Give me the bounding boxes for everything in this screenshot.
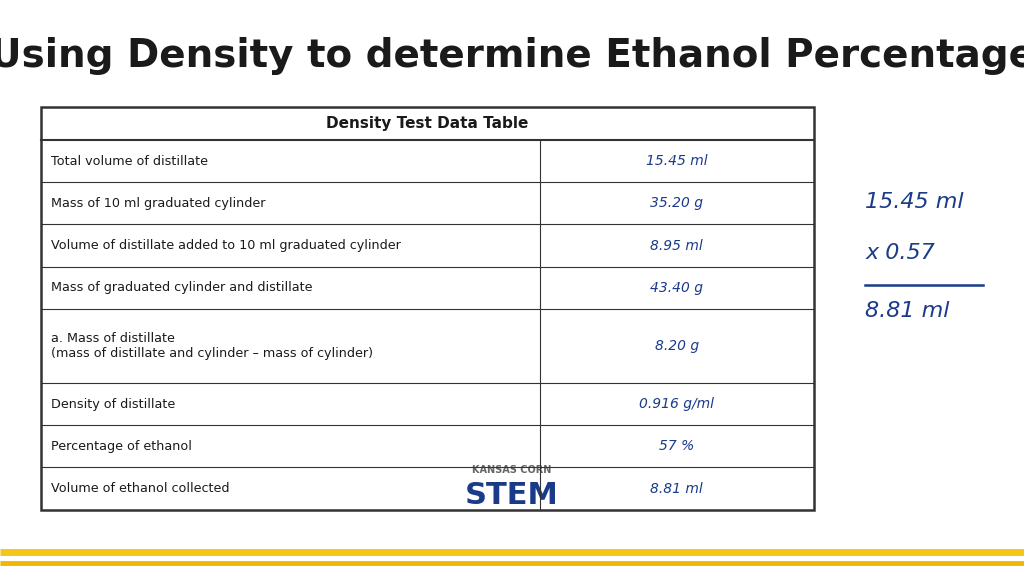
Text: Mass of graduated cylinder and distillate: Mass of graduated cylinder and distillat… xyxy=(51,282,312,294)
Text: 35.20 g: 35.20 g xyxy=(650,196,703,210)
Text: 57 %: 57 % xyxy=(659,439,694,453)
Text: a. Mass of distillate
(mass of distillate and cylinder – mass of cylinder): a. Mass of distillate (mass of distillat… xyxy=(51,332,373,360)
Text: 43.40 g: 43.40 g xyxy=(650,281,703,295)
Text: Volume of distillate added to 10 ml graduated cylinder: Volume of distillate added to 10 ml grad… xyxy=(51,239,401,252)
Text: Density of distillate: Density of distillate xyxy=(51,397,175,411)
Text: Density Test Data Table: Density Test Data Table xyxy=(327,116,528,131)
Text: 8.95 ml: 8.95 ml xyxy=(650,238,703,253)
Text: Percentage of ethanol: Percentage of ethanol xyxy=(51,440,193,453)
Text: Total volume of distillate: Total volume of distillate xyxy=(51,154,208,168)
Text: 8.20 g: 8.20 g xyxy=(654,339,699,353)
Bar xyxy=(41,107,814,510)
Text: Mass of 10 ml graduated cylinder: Mass of 10 ml graduated cylinder xyxy=(51,197,265,210)
Text: 8.81 ml: 8.81 ml xyxy=(865,301,949,321)
Text: Volume of ethanol collected: Volume of ethanol collected xyxy=(51,482,229,495)
Text: 15.45 ml: 15.45 ml xyxy=(865,192,964,211)
Text: 0.916 g/ml: 0.916 g/ml xyxy=(639,397,715,411)
Text: x 0.57: x 0.57 xyxy=(865,244,935,263)
Text: 8.81 ml: 8.81 ml xyxy=(650,482,703,495)
Text: 15.45 ml: 15.45 ml xyxy=(646,154,708,168)
Text: STEM: STEM xyxy=(465,481,559,510)
Text: KANSAS CORN: KANSAS CORN xyxy=(472,465,552,475)
Text: Using Density to determine Ethanol Percentage: Using Density to determine Ethanol Perce… xyxy=(0,37,1024,75)
